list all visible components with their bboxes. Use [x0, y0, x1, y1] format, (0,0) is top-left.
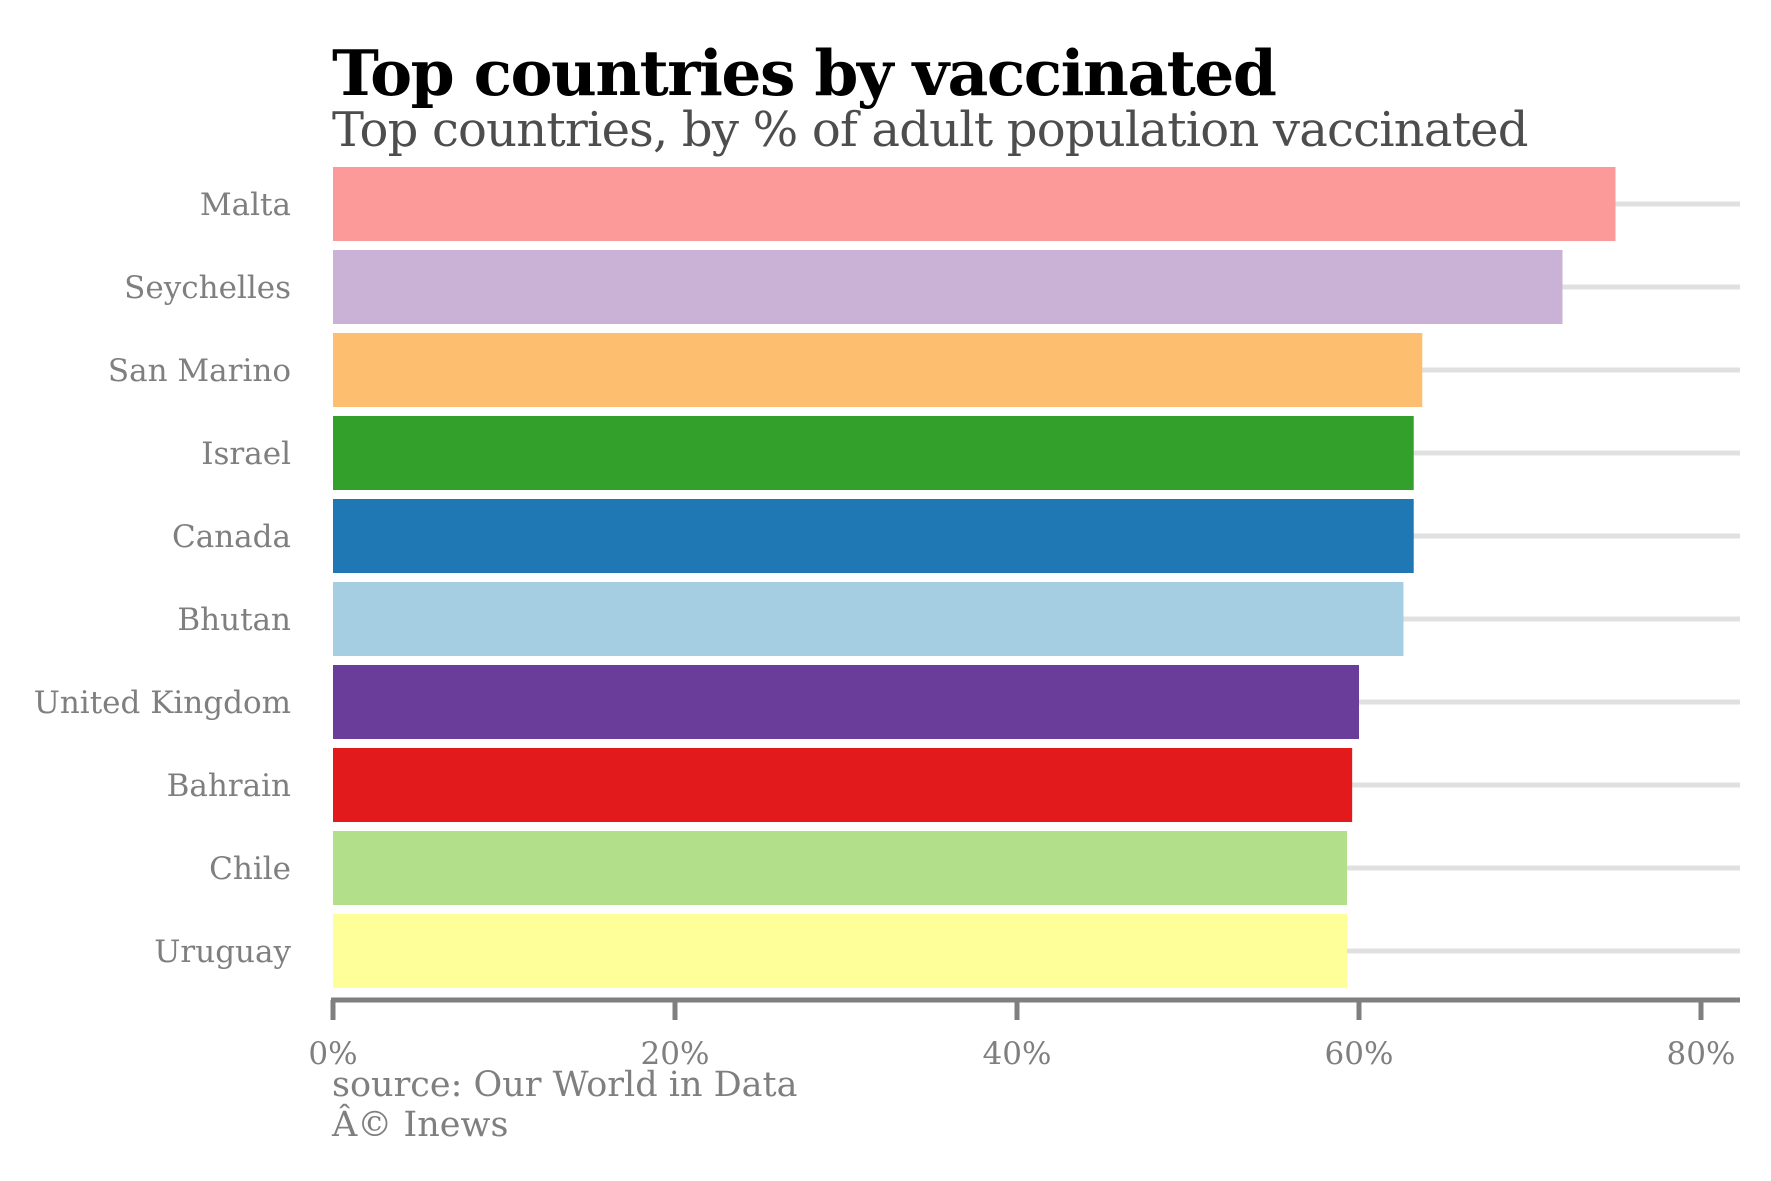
bar-san-marino [333, 333, 1423, 407]
category-label: San Marino [108, 353, 291, 389]
category-label: Chile [209, 851, 291, 887]
credit-caption: Â© Inews [332, 1105, 509, 1145]
bar-uruguay [333, 914, 1348, 988]
x-tick-label: 40% [983, 1036, 1052, 1072]
bar-bhutan [333, 582, 1404, 656]
category-label: United Kingdom [34, 685, 291, 721]
bar-seychelles [333, 250, 1563, 324]
x-tick-label: 0% [308, 1036, 357, 1072]
category-label: Israel [201, 436, 291, 472]
source-caption: source: Our World in Data [332, 1065, 798, 1105]
chart-subtitle: Top countries, by % of adult population … [332, 102, 1529, 158]
x-tick-label: 20% [641, 1036, 710, 1072]
bar-bahrain [333, 748, 1353, 822]
category-label: Uruguay [154, 934, 291, 970]
bar-israel [333, 416, 1414, 490]
category-label: Bahrain [167, 768, 291, 804]
category-label: Bhutan [177, 602, 291, 638]
chart-title: Top countries by vaccinated [332, 36, 1277, 110]
category-label: Seychelles [124, 270, 291, 306]
x-tick-label: 80% [1667, 1036, 1736, 1072]
bar-malta [333, 167, 1616, 241]
bar-chile [333, 831, 1348, 905]
x-tick-label: 60% [1325, 1036, 1394, 1072]
category-label: Malta [200, 187, 291, 223]
category-label: Canada [172, 519, 291, 555]
bar-canada [333, 499, 1414, 573]
bar-united-kingdom [333, 665, 1359, 739]
